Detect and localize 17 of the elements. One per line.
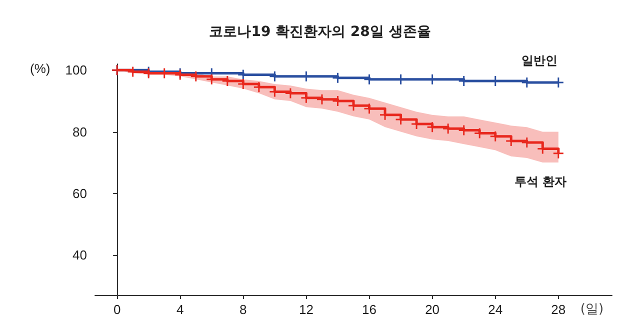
series-label: 투석 환자	[514, 174, 567, 188]
x-tick-label: 4	[176, 302, 184, 317]
x-tick-label: 16	[362, 302, 376, 317]
y-tick-label: 40	[72, 247, 87, 262]
y-tick-label: 60	[72, 186, 87, 201]
chart-title: 코로나19 확진환자의 28일 생존율	[209, 24, 431, 40]
x-tick-label: 28	[551, 302, 566, 317]
x-tick-label: 20	[425, 302, 440, 317]
series-label: 일반인	[521, 53, 558, 68]
x-tick-label: 0	[113, 302, 121, 317]
x-tick-label: 8	[240, 302, 247, 317]
y-axis-title: (%)	[30, 61, 50, 76]
y-tick-label: 80	[72, 124, 87, 140]
x-axis-title: (일)	[580, 302, 604, 317]
y-tick-label: 100	[65, 62, 87, 78]
x-tick-label: 12	[298, 302, 314, 317]
x-tick-label: 24	[488, 302, 503, 317]
